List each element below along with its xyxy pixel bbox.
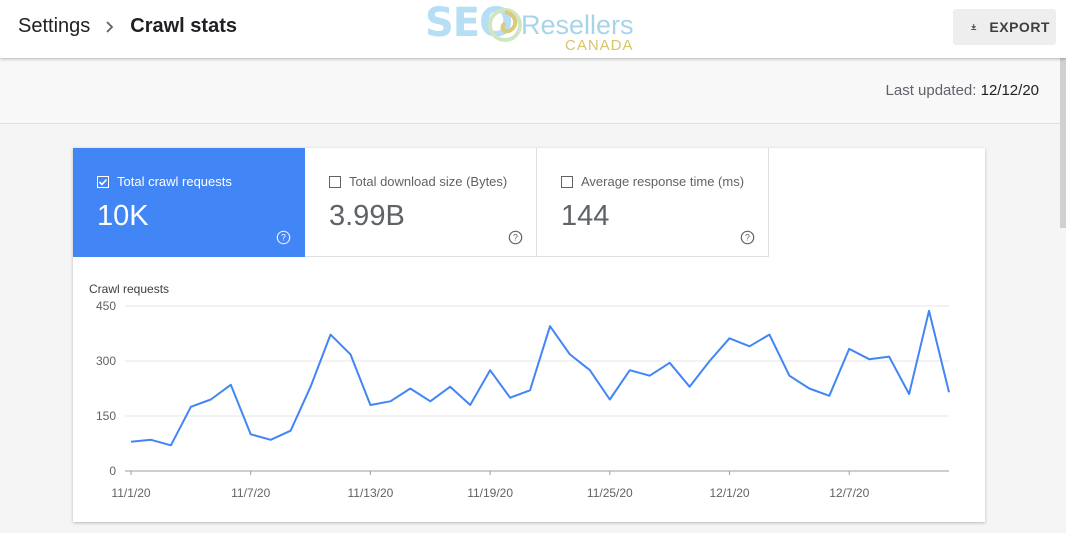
data-point[interactable] (823, 390, 835, 402)
data-point[interactable] (444, 381, 456, 393)
metric-total-download-size[interactable]: Total download size (Bytes) 3.99B ? (305, 148, 537, 257)
data-point[interactable] (724, 332, 736, 344)
sub-header: Last updated: 12/12/20 (0, 58, 1066, 124)
x-tick-label: 11/19/20 (467, 486, 513, 500)
metric-label-row: Total download size (Bytes) (329, 174, 507, 189)
crawl-stats-card: Total crawl requests 10K ? Total downloa… (73, 148, 985, 522)
metric-checkbox[interactable] (329, 175, 341, 188)
x-tick-label: 11/25/20 (587, 486, 633, 500)
metric-total-crawl-requests[interactable]: Total crawl requests 10K ? (73, 148, 305, 257)
data-point[interactable] (265, 434, 277, 446)
download-icon (971, 24, 977, 30)
data-point[interactable] (424, 395, 436, 407)
data-point[interactable] (344, 348, 356, 360)
svg-text:?: ? (281, 233, 286, 243)
svg-text:?: ? (513, 233, 518, 243)
export-button[interactable]: EXPORT (953, 9, 1056, 45)
metric-value: 144 (561, 200, 610, 232)
data-point[interactable] (863, 353, 875, 365)
seo-resellers-logo: SEO Resellers CANADA (425, 0, 645, 54)
svg-text:?: ? (745, 233, 750, 243)
data-point[interactable] (524, 384, 536, 396)
metric-label-row: Average response time (ms) (561, 174, 744, 189)
data-point[interactable] (325, 329, 337, 341)
breadcrumb: Settings Crawl stats (18, 15, 237, 38)
x-tick-label: 11/7/20 (231, 486, 270, 500)
y-tick-label: 300 (96, 354, 116, 368)
x-tick-label: 12/1/20 (710, 486, 750, 500)
data-point[interactable] (743, 340, 755, 352)
data-point[interactable] (883, 351, 895, 363)
data-point[interactable] (624, 364, 636, 376)
data-point[interactable] (923, 305, 935, 317)
metric-checkbox[interactable] (97, 175, 109, 188)
y-tick-label: 0 (109, 464, 116, 478)
logo-swirl-icon (488, 8, 522, 42)
metric-value: 10K (97, 200, 149, 232)
data-point[interactable] (544, 320, 556, 332)
last-updated: Last updated: 12/12/20 (886, 82, 1039, 99)
data-point[interactable] (684, 381, 696, 393)
data-point[interactable] (644, 370, 656, 382)
metric-label: Total download size (Bytes) (349, 174, 508, 189)
data-point[interactable] (205, 394, 217, 406)
data-point[interactable] (484, 364, 496, 376)
logo-canada-text: CANADA (565, 37, 634, 54)
last-updated-date: 12/12/20 (980, 82, 1039, 99)
export-button-label: EXPORT (989, 19, 1050, 35)
data-point[interactable] (404, 383, 416, 395)
data-point[interactable] (843, 343, 855, 355)
metric-label: Total crawl requests (117, 174, 232, 189)
data-point[interactable] (145, 434, 157, 446)
logo-resellers-text: Resellers (521, 10, 634, 40)
data-point[interactable] (245, 428, 257, 440)
data-point[interactable] (803, 383, 815, 395)
page-title: Crawl stats (130, 15, 237, 37)
data-point[interactable] (185, 401, 197, 413)
metric-label: Average response time (ms) (581, 174, 745, 189)
data-point[interactable] (165, 439, 177, 451)
data-point[interactable] (604, 394, 616, 406)
data-point[interactable] (285, 425, 297, 437)
chevron-right-icon (106, 20, 114, 33)
top-bar: Settings Crawl stats SEO Resellers CANAD… (0, 0, 1066, 58)
x-tick-label: 11/1/20 (111, 486, 150, 500)
data-point[interactable] (305, 381, 317, 393)
chart-title: Crawl requests (89, 282, 170, 296)
data-point[interactable] (584, 364, 596, 376)
data-point[interactable] (225, 379, 237, 391)
y-tick-label: 450 (96, 299, 116, 313)
data-point[interactable] (364, 399, 376, 411)
metric-value: 3.99B (329, 200, 405, 232)
data-point[interactable] (504, 392, 516, 404)
y-tick-label: 150 (96, 409, 116, 423)
scrollbar-thumb[interactable] (1060, 58, 1066, 228)
help-icon[interactable]: ? (276, 230, 291, 245)
breadcrumb-settings-link[interactable]: Settings (18, 15, 91, 37)
x-tick-label: 12/7/20 (829, 486, 869, 500)
data-point[interactable] (783, 370, 795, 382)
data-point[interactable] (564, 348, 576, 360)
data-point[interactable] (464, 399, 476, 411)
help-icon[interactable]: ? (508, 230, 523, 245)
data-point[interactable] (704, 355, 716, 367)
crawl-requests-chart: 0 150 300 450 11/1/20 11/7/20 11/13/20 11/19/20… (96, 299, 955, 500)
metric-checkbox[interactable] (561, 175, 573, 188)
crawl-requests-series-line (130, 309, 950, 447)
last-updated-label: Last updated: (885, 82, 977, 99)
data-point[interactable] (384, 395, 396, 407)
data-point[interactable] (664, 357, 676, 369)
metric-average-response-time[interactable]: Average response time (ms) 144 ? (537, 148, 769, 257)
data-point[interactable] (943, 386, 955, 398)
data-point[interactable] (763, 329, 775, 341)
checkmark-icon (98, 178, 108, 186)
x-tick-label: 11/13/20 (348, 486, 394, 500)
data-point[interactable] (125, 436, 137, 448)
data-point[interactable] (903, 388, 915, 400)
help-icon[interactable]: ? (740, 230, 755, 245)
metric-label-row: Total crawl requests (97, 174, 232, 189)
